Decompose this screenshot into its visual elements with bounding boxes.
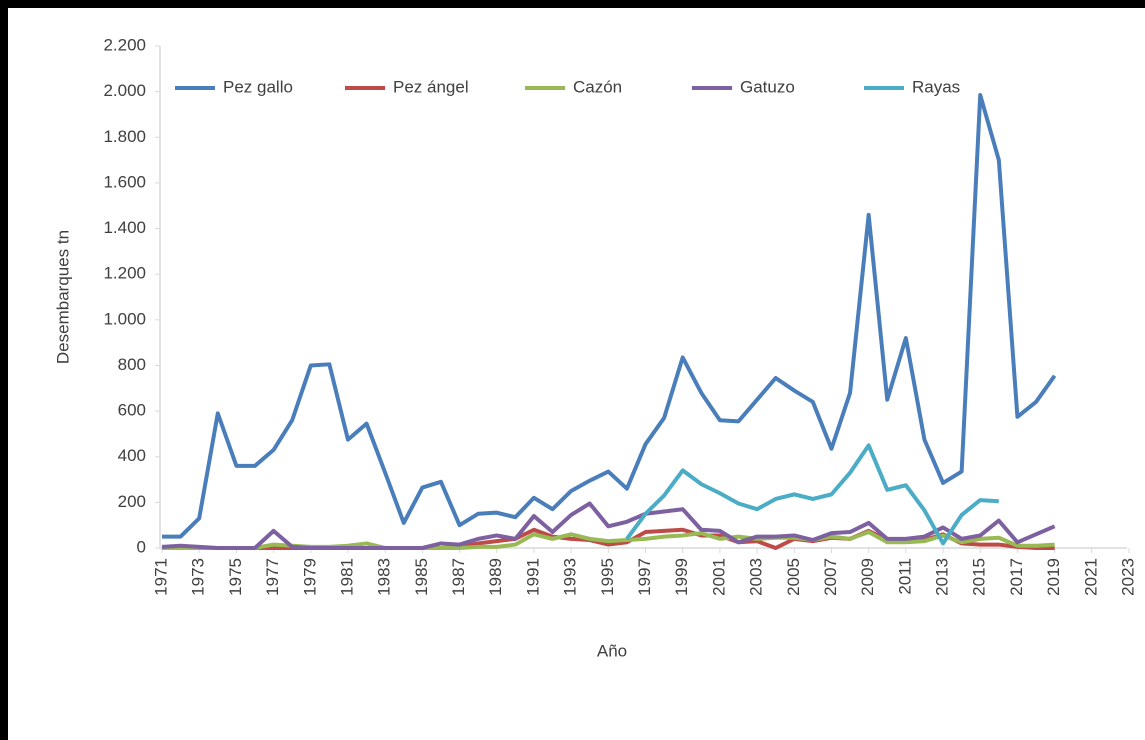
- legend-label: Gatuzo: [740, 77, 795, 96]
- y-tick-label: 1.200: [103, 264, 146, 283]
- series-line: [162, 93, 1057, 539]
- x-tick-label: 2007: [821, 558, 840, 596]
- y-tick-label: 2.200: [103, 35, 146, 54]
- legend-label: Rayas: [912, 77, 960, 96]
- x-tick-label: 1987: [449, 558, 468, 596]
- y-axis-label: Desembarques tn: [53, 230, 72, 364]
- legend-label: Cazón: [573, 77, 622, 96]
- x-tick-label: 1999: [672, 558, 691, 596]
- x-tick-label: 2009: [858, 558, 877, 596]
- x-tick-label: 1979: [300, 558, 319, 596]
- x-tick-label: 1997: [635, 558, 654, 596]
- x-tick-label: 1983: [375, 558, 394, 596]
- y-tick-label: 2.000: [103, 81, 146, 100]
- x-tick-label: 1981: [337, 558, 356, 596]
- x-tick-label: 2013: [933, 558, 952, 596]
- y-tick-label: 400: [118, 446, 146, 465]
- x-tick-label: 2005: [784, 558, 803, 596]
- x-tick-label: 2023: [1118, 558, 1137, 596]
- x-tick-label: 1973: [189, 558, 208, 596]
- x-tick-label: 1977: [263, 558, 282, 596]
- x-tick-label: 2017: [1007, 558, 1026, 596]
- x-tick-label: 2003: [747, 558, 766, 596]
- legend-label: Pez ángel: [393, 77, 469, 96]
- x-tick-label: 1989: [486, 558, 505, 596]
- y-tick-label: 1.000: [103, 309, 146, 328]
- y-tick-label: 1.400: [103, 218, 146, 237]
- y-tick-label: 200: [118, 492, 146, 511]
- y-tick-label: 1.600: [103, 172, 146, 191]
- y-tick-label: 600: [118, 401, 146, 420]
- series-line: [625, 443, 999, 546]
- y-tick-label: 1.800: [103, 127, 146, 146]
- x-tick-label: 1993: [561, 558, 580, 596]
- x-tick-label: 2019: [1044, 558, 1063, 596]
- x-tick-label: 1985: [412, 558, 431, 596]
- x-tick-label: 1995: [598, 558, 617, 596]
- x-tick-label: 2021: [1081, 558, 1100, 596]
- x-axis-label: Año: [597, 641, 627, 660]
- x-tick-label: 2011: [895, 558, 914, 595]
- legend-label: Pez gallo: [223, 77, 293, 96]
- x-tick-label: 2001: [709, 558, 728, 596]
- x-tick-label: 1971: [151, 558, 170, 596]
- y-tick-label: 800: [118, 355, 146, 374]
- x-tick-label: 2015: [970, 558, 989, 596]
- y-tick-label: 0: [137, 537, 146, 556]
- x-tick-label: 1991: [523, 558, 542, 596]
- x-tick-label: 1975: [226, 558, 245, 596]
- series-line: [161, 501, 1056, 550]
